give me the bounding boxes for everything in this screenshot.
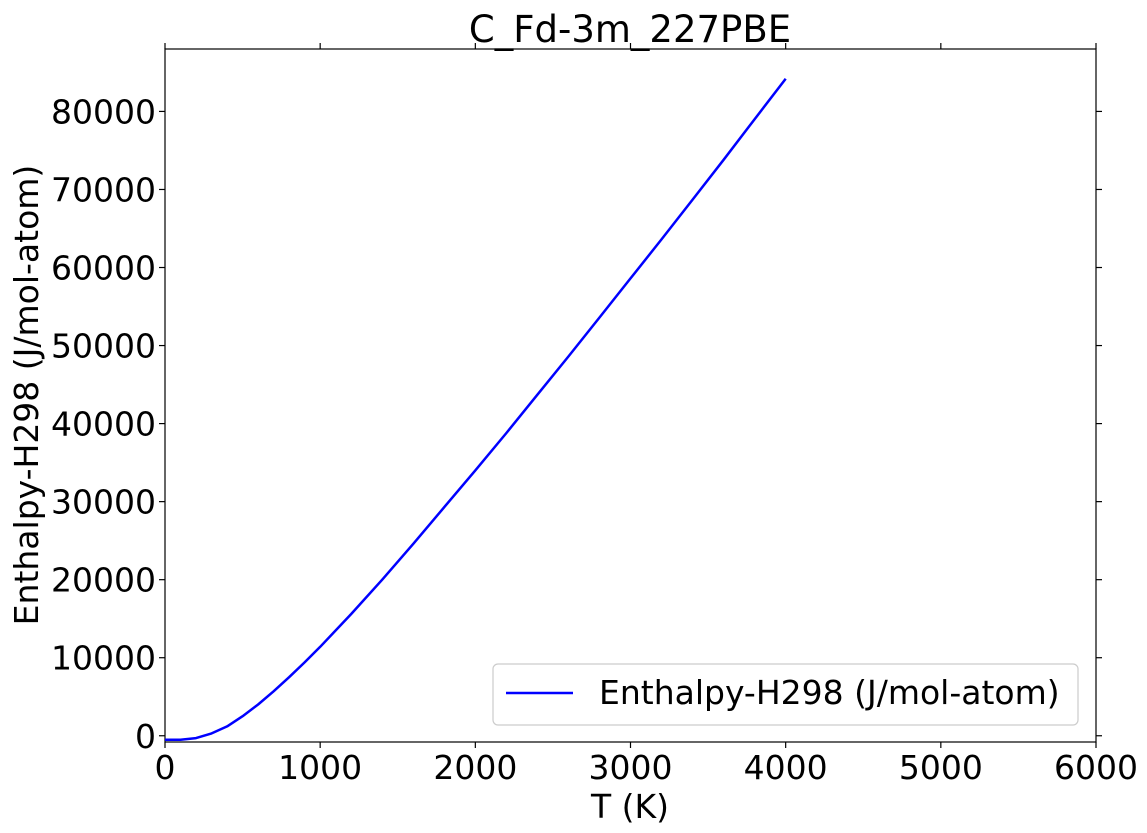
y-tick-label: 0: [135, 717, 156, 756]
series-layer: [165, 77, 787, 741]
legend: Enthalpy-H298 (J/mol-atom): [492, 663, 1079, 726]
x-tick-label: 5000: [899, 748, 983, 787]
x-tick-label: 4000: [744, 748, 828, 787]
x-tick-label: 0: [155, 748, 176, 787]
x-tick-label: 3000: [589, 748, 673, 787]
x-axis-label: T (K): [590, 787, 669, 826]
y-tick-label: 40000: [51, 405, 156, 444]
y-axis-label: Enthalpy-H298 (J/mol-atom): [7, 165, 46, 626]
y-tick-label: 10000: [51, 639, 156, 678]
y-tick-label: 60000: [51, 249, 156, 288]
series-line: [165, 77, 787, 741]
plot-area: [164, 48, 1097, 743]
legend-box: [492, 663, 1079, 726]
x-tick-label: 2000: [433, 748, 517, 787]
y-tick-label: 20000: [51, 561, 156, 600]
y-tick-label: 50000: [51, 327, 156, 366]
x-tick-label: 1000: [278, 748, 362, 787]
y-tick-label: 30000: [51, 483, 156, 522]
y-axis-ticks: 0 10000 20000 30000 40000 50000 60000 70000 8000…: [51, 92, 1102, 756]
legend-entry-label: Enthalpy-H298 (J/mol-atom): [599, 673, 1060, 712]
x-tick-label: 6000: [1054, 748, 1138, 787]
y-tick-label: 70000: [51, 170, 156, 209]
x-axis-ticks: 0 1000 2000 3000 4000 5000 6000: [155, 43, 1138, 787]
y-tick-label: 80000: [51, 92, 156, 131]
plot-frame: [164, 48, 1097, 743]
